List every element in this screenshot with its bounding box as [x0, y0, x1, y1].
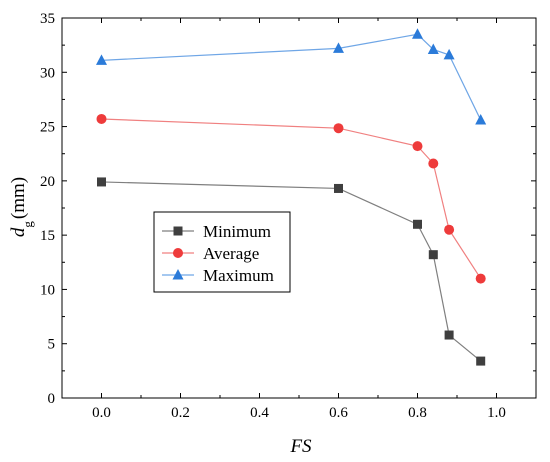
x-tick-label: 1.0	[487, 405, 506, 421]
data-point-minimum	[97, 177, 106, 187]
y-tick-label: 0	[48, 391, 56, 407]
series-line-maximum	[101, 33, 482, 121]
x-tick-label: 0.8	[408, 405, 427, 421]
plot-frame	[61, 17, 537, 399]
data-point-average	[96, 113, 107, 124]
y-axis-title-subscript: g	[20, 221, 35, 228]
legend-label-maximum: Maximum	[203, 266, 274, 285]
y-tick-label: 30	[40, 65, 55, 81]
data-point-average	[333, 123, 344, 134]
x-tick-label: 0.6	[329, 405, 348, 421]
legend: Minimum Average Maximum	[153, 211, 291, 293]
data-point-minimum	[476, 356, 486, 366]
data-point-maximum	[96, 54, 107, 65]
series-line-minimum	[101, 181, 482, 362]
y-tick-label: 15	[40, 228, 55, 244]
data-point-average	[475, 273, 486, 284]
x-tick-label: 0.0	[92, 405, 111, 421]
data-point-minimum	[413, 219, 422, 229]
data-point-minimum	[444, 330, 454, 340]
y-tick-label: 10	[40, 282, 55, 298]
series-line-average	[101, 118, 482, 279]
data-point-average	[444, 224, 455, 235]
legend-marker-maximum	[172, 269, 184, 280]
y-tick-label: 5	[48, 337, 56, 353]
data-point-maximum	[475, 114, 487, 125]
data-point-minimum	[334, 183, 343, 193]
data-point-maximum	[443, 48, 455, 60]
y-tick-label: 25	[40, 120, 55, 136]
legend-label-average: Average	[203, 244, 259, 263]
data-point-maximum	[333, 42, 344, 53]
legend-marker-minimum	[173, 226, 183, 236]
x-tick-label: 0.2	[171, 405, 190, 421]
y-tick-label: 35	[40, 11, 55, 27]
x-axis-title: FS	[289, 436, 312, 457]
y-tick-label: 20	[40, 174, 55, 190]
data-point-average	[412, 141, 423, 152]
y-axis-title-symbol: d	[8, 227, 29, 237]
x-tick-label: 0.4	[250, 405, 269, 421]
legend-label-minimum: Minimum	[203, 222, 271, 241]
y-axis-title: dg (mm)	[8, 177, 35, 237]
data-point-average	[428, 158, 439, 169]
y-axis-title-unit: (mm)	[8, 177, 29, 219]
legend-marker-average	[173, 248, 183, 258]
data-point-maximum	[412, 28, 423, 39]
data-point-maximum	[427, 43, 439, 54]
data-point-minimum	[428, 250, 438, 260]
